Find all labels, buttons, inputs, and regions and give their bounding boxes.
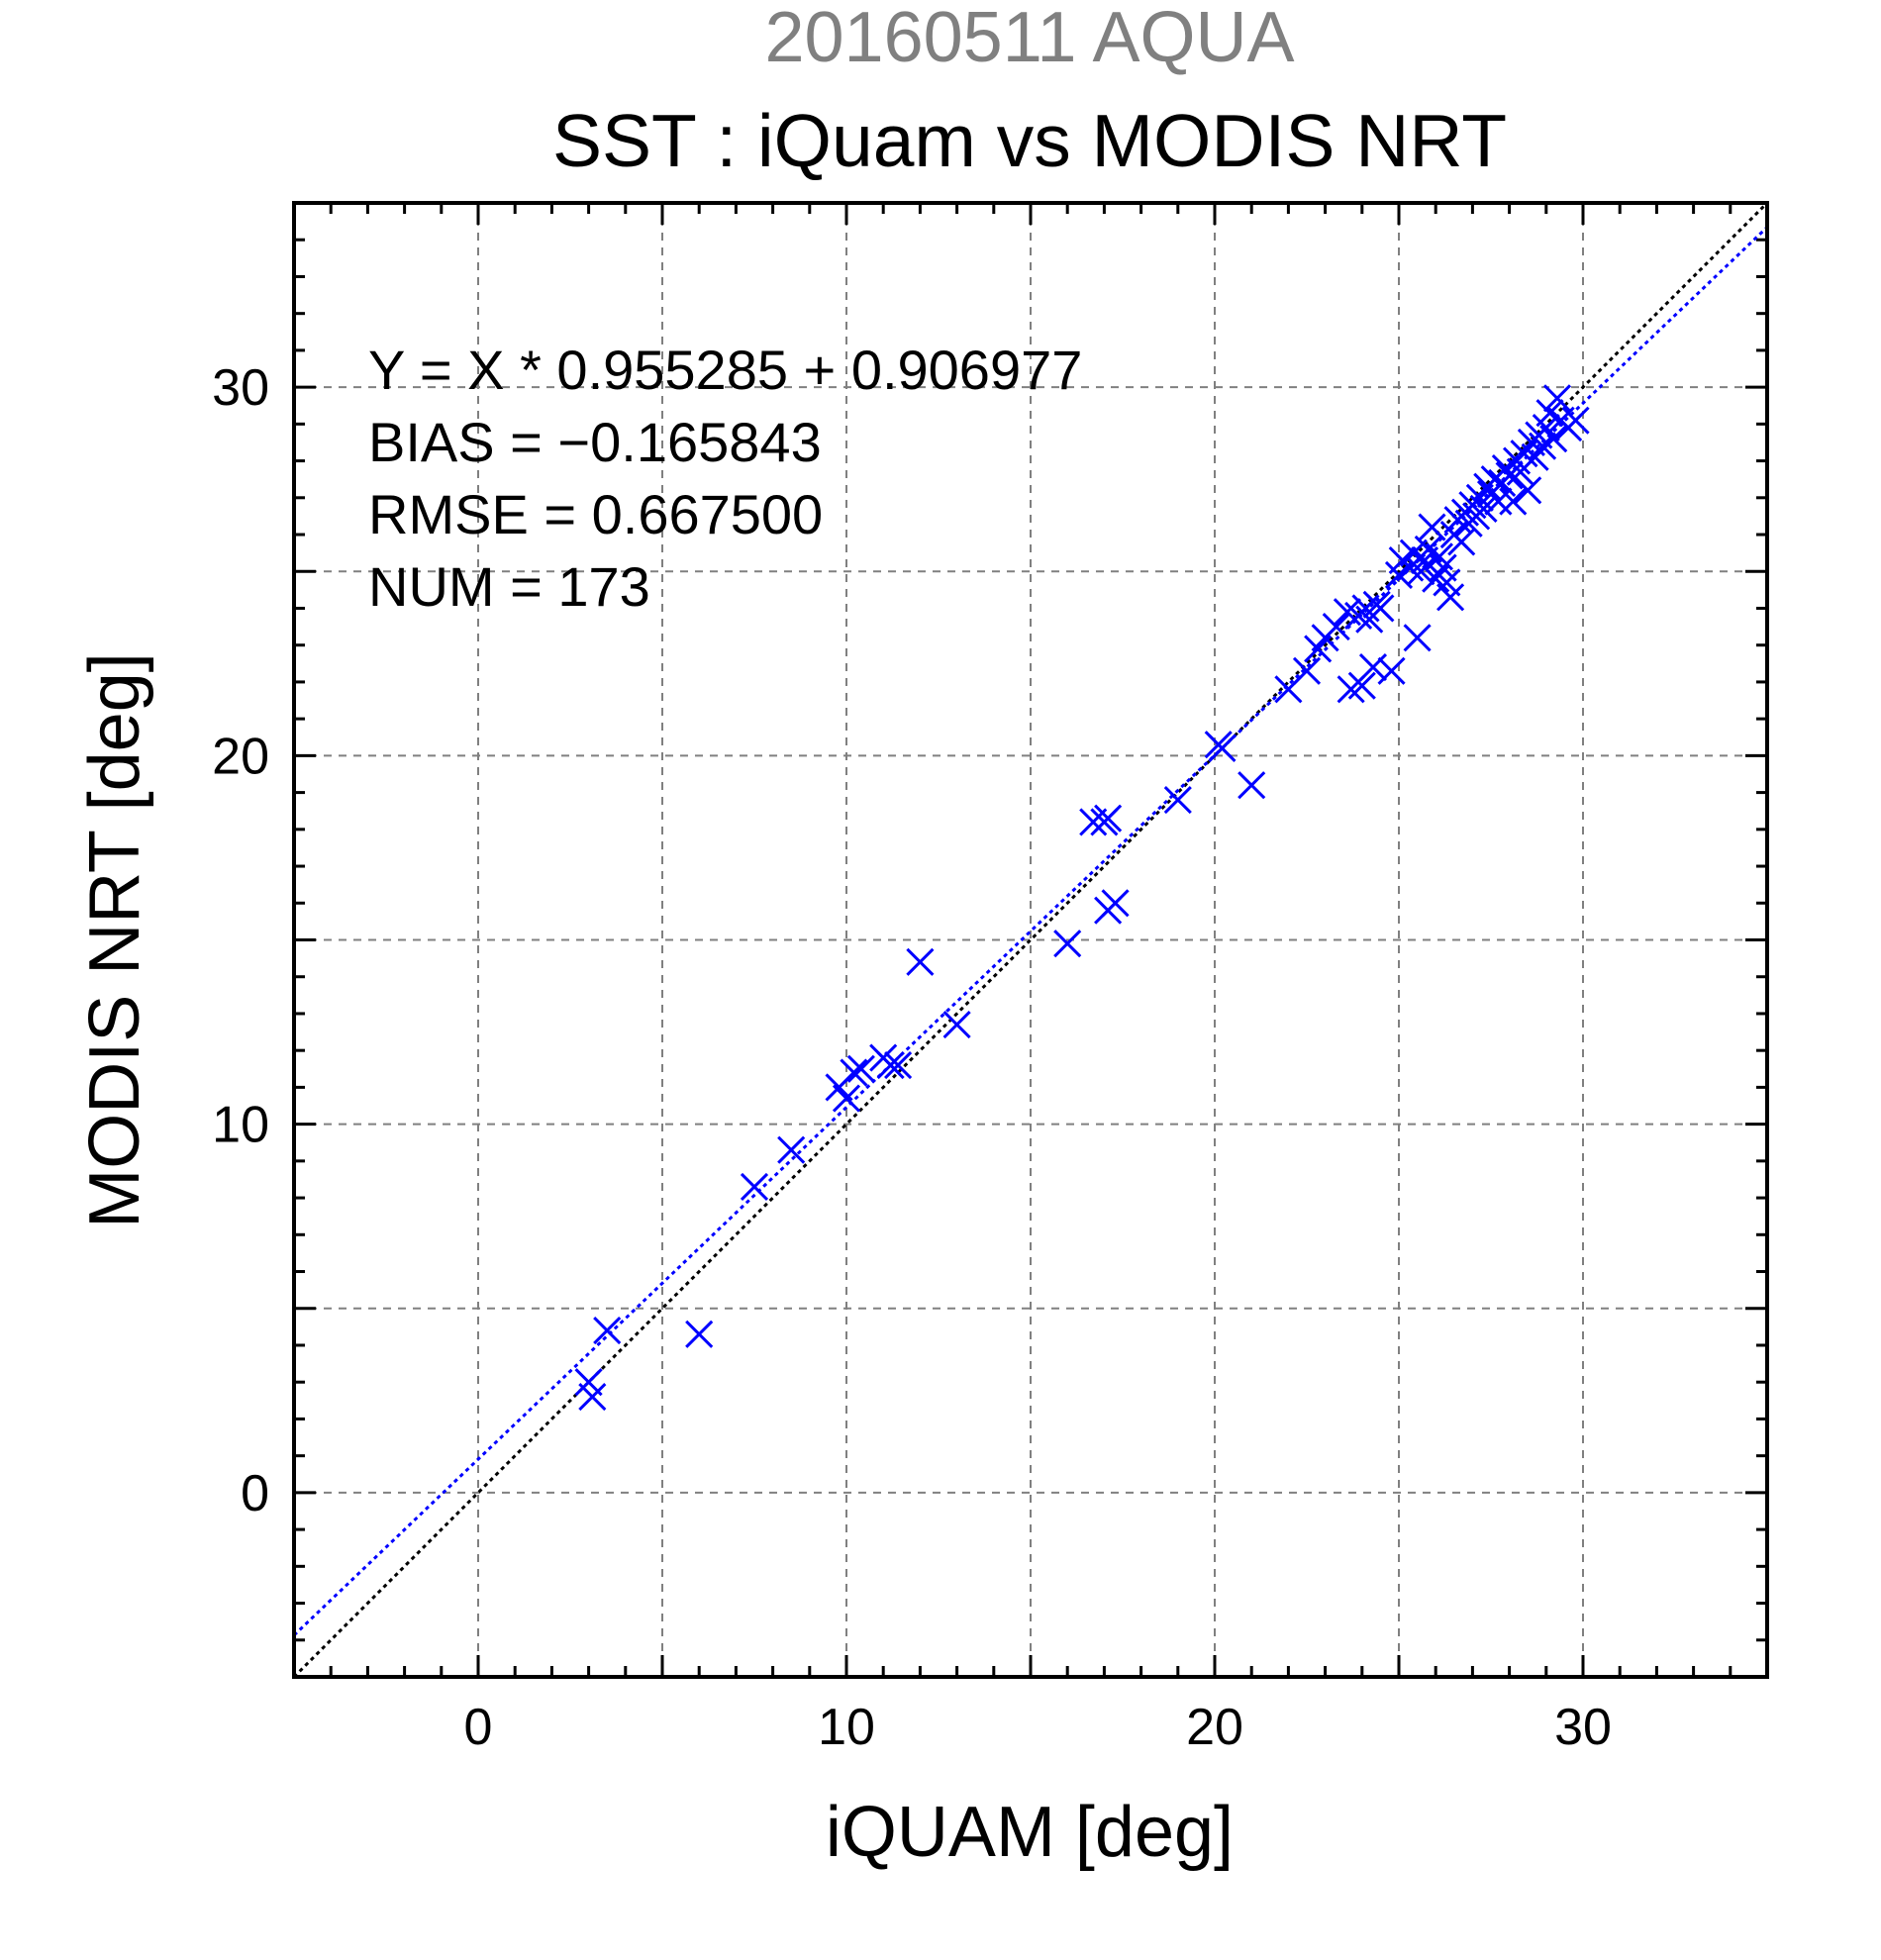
data-point [1469,494,1498,524]
data-point [1347,671,1376,700]
data-point [1514,476,1542,505]
data-point [876,1050,905,1080]
data-point [1333,598,1361,627]
y-tick-label: 20 [212,728,269,785]
data-point [942,1011,971,1039]
data-point [1407,557,1436,586]
x-axis-label: iQUAM [deg] [826,1793,1234,1872]
data-point [777,1135,806,1164]
stats-annotation: Y = X * 0.955285 + 0.906977 BIAS = −0.16… [368,339,1082,618]
data-points [574,384,1590,1412]
regression-line [294,226,1767,1636]
data-point [1495,461,1524,490]
x-tick-labels: 0 10 20 30 [464,1699,1612,1756]
data-point [1403,624,1432,652]
data-point [1163,785,1192,815]
y-axis-label: MODIS NRT [deg] [75,652,154,1228]
data-point [1292,656,1322,685]
data-point [1377,656,1406,685]
data-point [1336,675,1365,704]
data-point [906,947,935,976]
grid [294,203,1767,1677]
data-point [1561,406,1590,435]
data-point [832,1084,861,1113]
data-point [1358,652,1388,682]
data-point [1208,734,1237,762]
data-point [1539,425,1568,453]
data-point [740,1172,769,1201]
y-tick-labels: 0 10 20 30 [212,359,269,1522]
data-point [1366,594,1395,623]
data-point [1484,487,1513,516]
data-point [1542,384,1572,413]
data-point [1499,487,1528,516]
data-point [846,1054,875,1083]
data-point [685,1320,714,1348]
data-point [1418,513,1446,541]
data-point [1351,594,1380,623]
data-point [1436,583,1465,612]
plot-area [292,201,1769,1679]
bias-value: BIAS = −0.165843 [368,411,822,473]
identity-line [294,203,1767,1677]
data-point [1322,613,1350,641]
regression-equation: Y = X * 0.955285 + 0.906977 [368,339,1082,401]
data-point [840,1058,868,1087]
y-tick-label: 0 [241,1465,269,1522]
data-point [1447,528,1476,556]
x-tick-label: 0 [464,1699,493,1756]
plot-frame [292,201,1769,1679]
rmse-value: RMSE = 0.667500 [368,483,823,545]
chart-title: SST : iQuam vs MODIS NRT [552,99,1507,182]
data-point [1101,889,1130,918]
y-tick-label: 10 [212,1097,269,1154]
x-tick-label: 10 [818,1699,875,1756]
data-point [578,1383,607,1412]
num-value: NUM = 173 [368,555,650,618]
data-point [1053,930,1082,958]
reference-lines [294,203,1767,1677]
data-point [1094,804,1123,833]
chart-supertitle: 20160511 AQUA [764,0,1294,77]
data-point [593,1317,622,1345]
x-tick-label: 20 [1186,1699,1243,1756]
y-tick-label: 30 [212,359,269,417]
data-point [1238,771,1266,800]
data-point [1425,542,1453,571]
data-point [884,1050,913,1080]
x-tick-label: 30 [1554,1699,1612,1756]
